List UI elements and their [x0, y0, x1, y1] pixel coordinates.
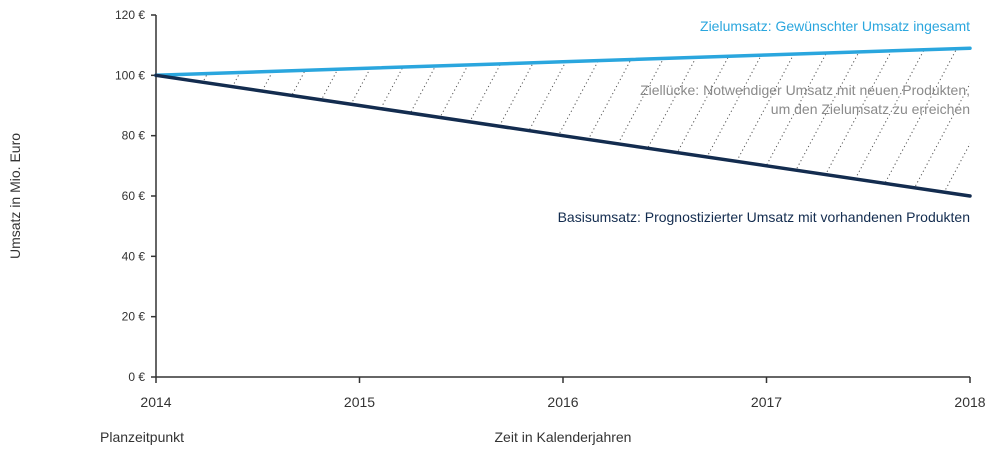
y-tick-label: 80 € [122, 129, 146, 143]
series-lines [154, 46, 972, 198]
gap-hatch-line [747, 49, 829, 197]
gap-hatch-line [363, 49, 445, 197]
x-tick-label: 2018 [954, 394, 985, 410]
target-revenue-label: Zielumsatz: Gewünschter Umsatz ingesamt [700, 18, 970, 34]
gap-hatch-line [875, 49, 957, 197]
x-tick-label: 2014 [140, 394, 171, 410]
gap-hatch-line [619, 49, 701, 197]
gap-hatch-line [395, 49, 477, 197]
gap-hatch-line [939, 49, 970, 197]
gap-hatch-line [523, 49, 605, 197]
gap-hatch-line [587, 49, 669, 197]
y-tick-label: 0 € [128, 370, 145, 384]
gap-hatch-line [651, 49, 733, 197]
target-revenue-line [154, 46, 972, 78]
gap-hatch-line [715, 49, 797, 197]
y-axis-title: Umsatz in Mio. Euro [7, 133, 23, 259]
x-axis-ticks: 2014 2015 2016 2017 2018 [140, 377, 986, 410]
gap-hatch-line [907, 49, 970, 197]
planning-point-label: Planzeitpunkt [100, 429, 184, 445]
x-axis-title: Zeit in Kalenderjahren [495, 429, 632, 445]
x-tick-label: 2016 [547, 394, 578, 410]
y-tick-label: 40 € [122, 249, 146, 263]
gap-label-line-2: um den Zielumsatz zu erreichen [771, 101, 970, 117]
gap-hatch-line [491, 49, 573, 197]
y-tick-label: 60 € [122, 189, 146, 203]
y-tick-label: 120 € [115, 8, 145, 22]
gap-hatch-line [683, 49, 765, 197]
gap-hatch-line [331, 49, 413, 197]
gap-hatch-line [555, 49, 637, 197]
y-axis-ticks: 0 € 20 € 40 € 60 € 80 € 100 € 120 € [115, 8, 156, 384]
base-revenue-line [154, 73, 972, 198]
base-revenue-label: Basisumsatz: Prognostizierter Umsatz mit… [558, 209, 970, 225]
y-tick-label: 20 € [122, 310, 146, 324]
x-tick-label: 2017 [751, 394, 782, 410]
gap-label-line-1: Ziellücke: Notwendiger Umsatz mit neuen … [640, 82, 970, 98]
x-tick-label: 2015 [344, 394, 375, 410]
y-tick-label: 100 € [115, 68, 145, 82]
gap-hatch-line [299, 49, 381, 197]
gap-hatch-line [972, 50, 1000, 200]
gap-hatch-line [843, 49, 925, 197]
